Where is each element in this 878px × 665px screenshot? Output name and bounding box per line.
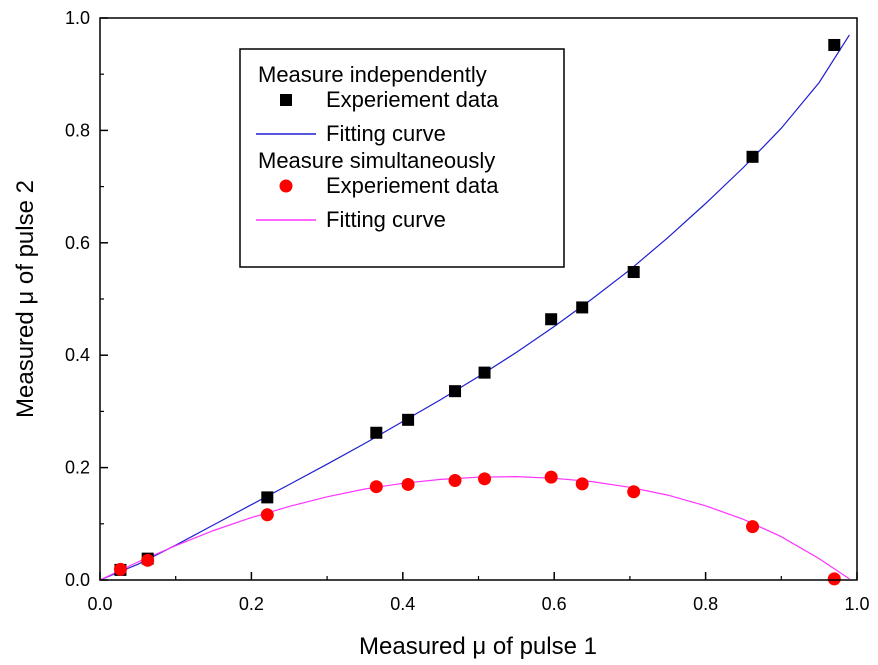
x-axis: 0.0 0.2 0.4 0.6 0.8 1.0 [87, 572, 870, 614]
data-point-square [627, 266, 640, 279]
data-point-circle [448, 474, 462, 488]
y-axis-label: Measured μ of pulse 2 [12, 180, 39, 418]
y-tick-label: 0.8 [65, 120, 90, 140]
fitting-curve-2 [100, 475, 850, 580]
data-point-square [545, 313, 558, 326]
x-tick-label: 0.6 [542, 594, 567, 614]
legend-circle-swatch [279, 179, 293, 193]
x-axis-label: Measured μ of pulse 1 [359, 633, 597, 660]
data-point-circle [627, 485, 641, 499]
y-tick-label: 0.4 [65, 345, 90, 365]
data-point-circle [113, 562, 127, 576]
legend-group-title: Measure independently [258, 62, 487, 87]
x-tick-label: 0.2 [239, 594, 264, 614]
data-point-circle [827, 572, 841, 586]
data-point-square [449, 385, 462, 398]
data-point-square [261, 491, 274, 504]
data-point-circle [478, 472, 492, 486]
data-point-circle [746, 520, 760, 534]
data-point-square [828, 38, 841, 51]
x-tick-label: 1.0 [844, 594, 869, 614]
y-tick-label: 1.0 [65, 8, 90, 28]
y-axis: 0.0 0.2 0.4 0.6 0.8 1.0 [65, 8, 108, 590]
data-point-square [370, 426, 383, 439]
x-tick-label: 0.0 [87, 594, 112, 614]
y-tick-label: 0.6 [65, 233, 90, 253]
legend-group-title: Measure simultaneously [258, 148, 495, 173]
x-tick-label: 0.8 [693, 594, 718, 614]
legend-entry-label: Experiement data [326, 87, 499, 112]
legend-box [239, 48, 565, 268]
data-point-square [746, 150, 759, 163]
x-tick-label: 0.4 [390, 594, 415, 614]
fitting-curve-1 [100, 34, 850, 580]
data-point-square [576, 301, 589, 314]
markers-layer [113, 38, 841, 586]
data-point-circle [401, 477, 415, 491]
legend-entry-label: Experiement data [326, 173, 499, 198]
legend-entry-label: Fitting curve [326, 207, 446, 232]
data-point-circle [369, 480, 383, 494]
y-tick-label: 0.2 [65, 458, 90, 478]
legend-entry-label: Fitting curve [326, 121, 446, 146]
data-point-circle [544, 470, 558, 484]
data-point-square [478, 366, 491, 379]
data-point-circle [575, 477, 589, 491]
data-point-circle [260, 508, 274, 522]
data-point-circle [141, 553, 155, 567]
legend-square-swatch [280, 94, 292, 106]
y-tick-label: 0.0 [65, 570, 90, 590]
data-point-square [402, 413, 415, 426]
